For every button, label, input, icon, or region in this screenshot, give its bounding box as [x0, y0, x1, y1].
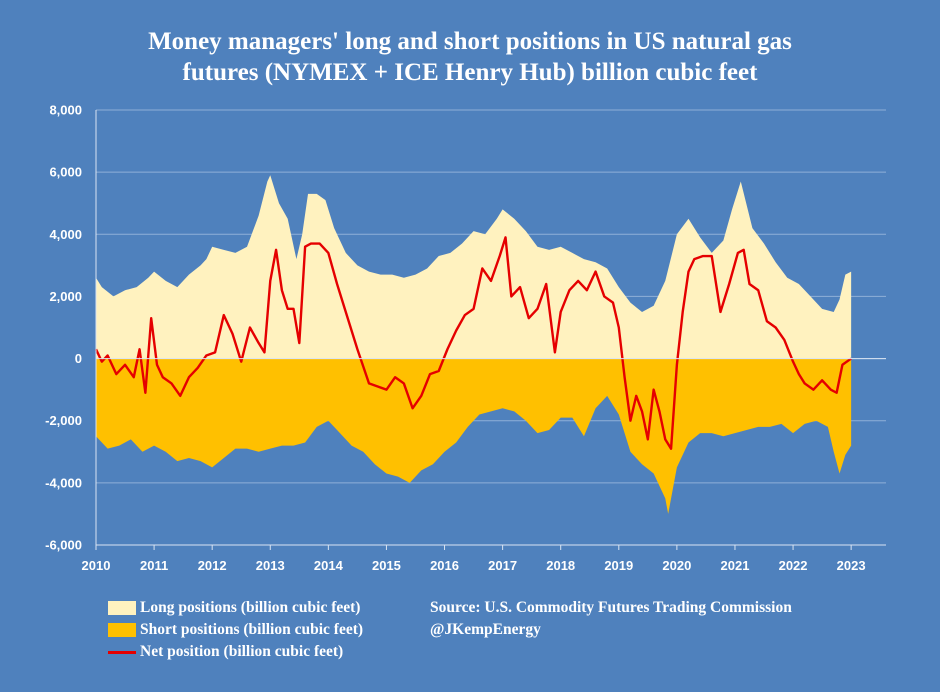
x-axis-tick-labels: 2010 2011 2012 2013 2014 2015 2016 2017 2018 2019…: [82, 558, 866, 573]
area-series: [96, 175, 852, 514]
legend-swatch-short: [108, 623, 136, 637]
long-positions-area: [96, 175, 852, 359]
x-tick-label: 2012: [198, 558, 227, 573]
x-tick-label: 2019: [604, 558, 633, 573]
y-tick-label: 8,000: [49, 103, 82, 118]
x-tick-label: 2014: [314, 558, 344, 573]
x-tick-label: 2013: [256, 558, 285, 573]
x-tick-label: 2016: [430, 558, 459, 573]
legend-swatch-net: [108, 650, 136, 654]
x-tick-label: 2023: [837, 558, 866, 573]
chart-title-line-2: futures (NYMEX + ICE Henry Hub) billion …: [182, 59, 758, 86]
legend-label-long: Long positions (billion cubic feet): [140, 599, 361, 616]
author-handle: @JKempEnergy: [430, 621, 541, 638]
legend-label-net: Net position (billion cubic feet): [140, 643, 344, 660]
x-tick-label: 2017: [488, 558, 517, 573]
y-tick-label: 0: [75, 351, 82, 366]
legend: Long positions (billion cubic feet) Shor…: [108, 597, 363, 663]
line-series: [94, 236, 852, 450]
legend-item-net: Net position (billion cubic feet): [108, 641, 363, 663]
y-tick-label: -4,000: [45, 475, 82, 490]
x-tick-label: 2021: [721, 558, 750, 573]
x-tick-label: 2010: [82, 558, 111, 573]
y-tick-label: 6,000: [49, 165, 82, 180]
x-tick-label: 2015: [372, 558, 401, 573]
x-tick-label: 2022: [779, 558, 808, 573]
y-tick-label: 4,000: [49, 227, 82, 242]
legend-label-short: Short positions (billion cubic feet): [140, 621, 364, 638]
chart-title-line-1: Money managers' long and short positions…: [148, 28, 792, 55]
legend-item-short: Short positions (billion cubic feet): [108, 619, 363, 641]
axes: [95, 110, 886, 550]
y-tick-label: 2,000: [49, 289, 82, 304]
x-tick-label: 2018: [546, 558, 575, 573]
net-position-line: [94, 236, 852, 450]
legend-item-long: Long positions (billion cubic feet): [108, 597, 363, 619]
legend-swatch-long: [108, 601, 136, 615]
x-tick-label: 2011: [140, 558, 168, 573]
y-axis-tick-labels: 8,000 6,000 4,000 2,000 0 -2,000 -4,000 -6,000: [45, 103, 82, 553]
source-line: Source: U.S. Commodity Futures Trading C…: [430, 599, 792, 616]
y-tick-label: -6,000: [45, 538, 82, 553]
chart-title: Money managers' long and short positions…: [0, 26, 940, 88]
short-positions-area: [96, 358, 852, 514]
x-tick-label: 2020: [662, 558, 691, 573]
y-tick-label: -2,000: [45, 413, 82, 428]
source-note: Source: U.S. Commodity Futures Trading C…: [430, 597, 792, 641]
